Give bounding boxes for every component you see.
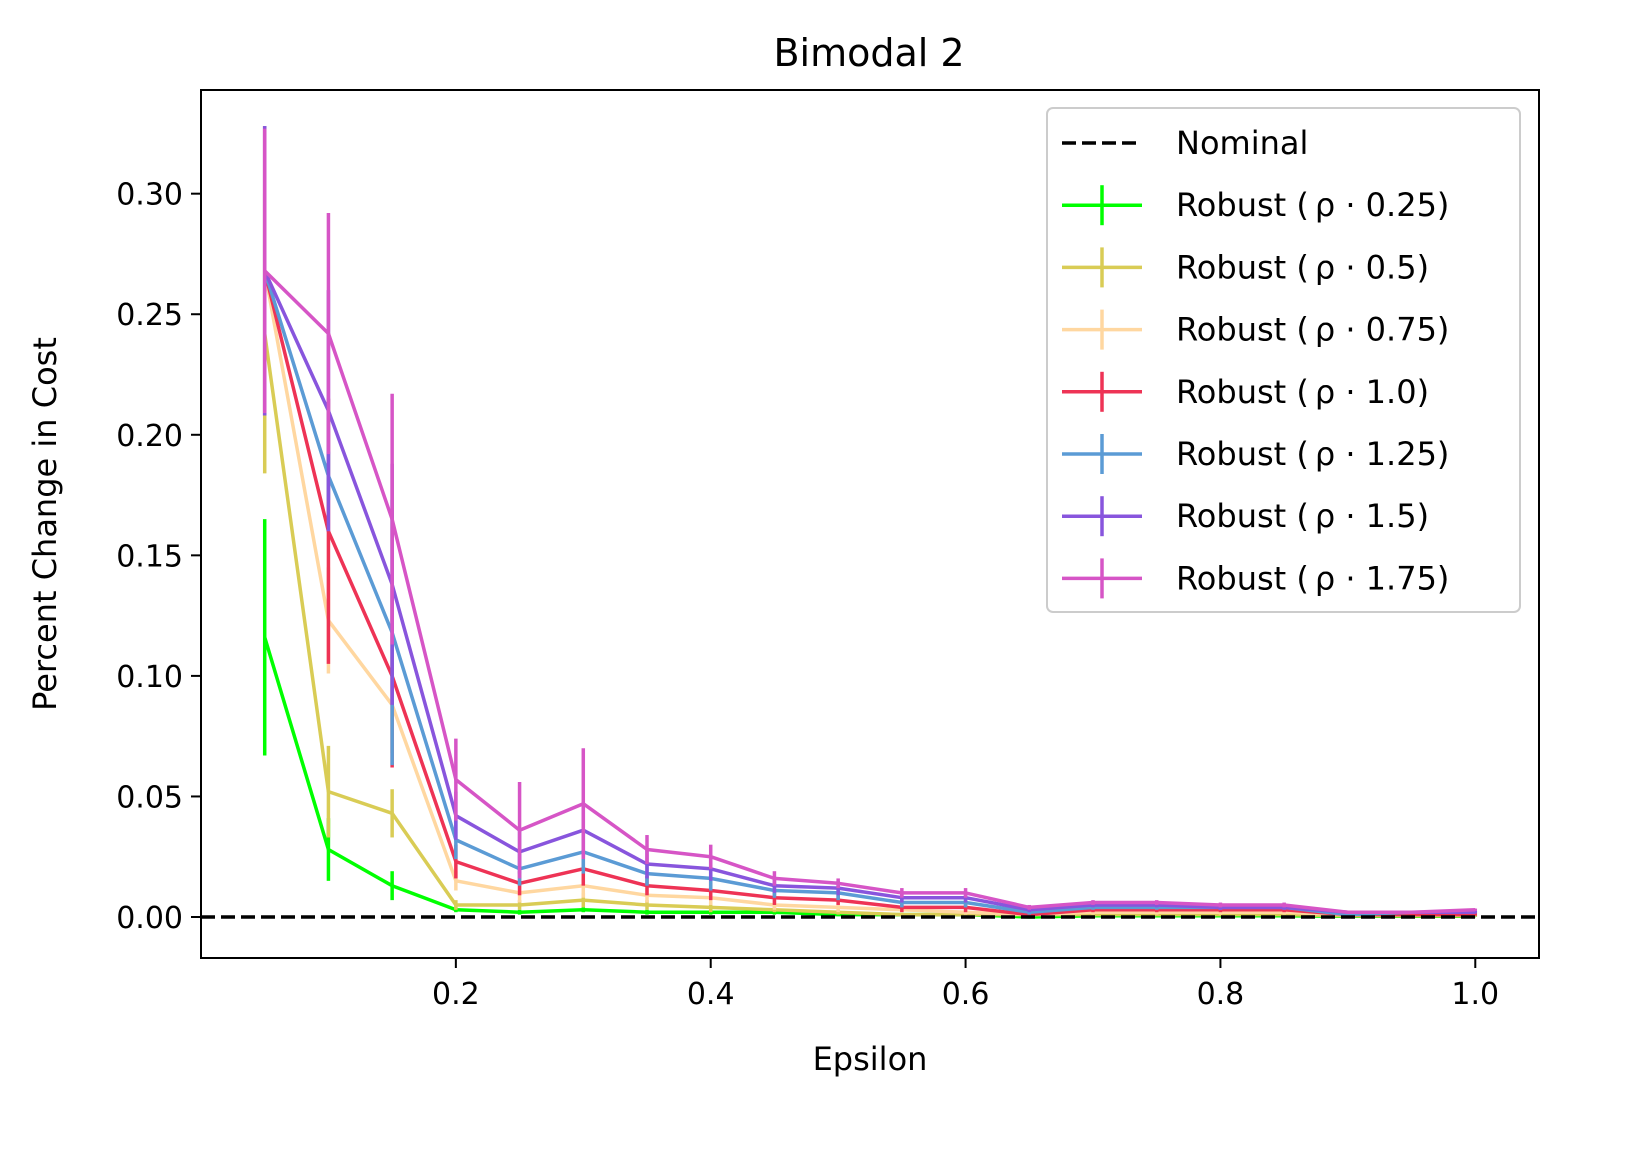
- y-tick-label: 0.15: [116, 539, 183, 574]
- series-line: [263, 270, 1476, 917]
- legend-box: [1046, 107, 1521, 613]
- legend-label: Robust (ρ · 1.0): [1176, 373, 1429, 411]
- x-tick-label: 1.0: [1451, 977, 1499, 1012]
- plot-area: [201, 126, 1539, 919]
- series-line: [262, 333, 1476, 918]
- x-tick-label: 0.8: [1197, 977, 1245, 1012]
- series-line: [262, 270, 1476, 917]
- y-tick-label: 0.10: [116, 660, 183, 695]
- chart-title: Bimodal 2: [773, 31, 964, 75]
- x-tick-label: 0.4: [687, 977, 735, 1012]
- legend-label: Robust (ρ · 1.5): [1176, 497, 1429, 535]
- legend-label: Robust (ρ · 1.25): [1176, 435, 1449, 473]
- legend-label: Robust (ρ · 0.75): [1176, 311, 1449, 349]
- series-7: [262, 128, 1478, 914]
- legend-label: Robust (ρ · 1.75): [1176, 559, 1449, 597]
- x-tick-label: 0.6: [942, 977, 990, 1012]
- y-axis-label: Percent Change in Cost: [26, 337, 64, 711]
- series-line: [263, 269, 1476, 914]
- y-axis: 0.00 0.05 0.10 0.15 0.20 0.25 0.30: [116, 178, 201, 936]
- y-tick-label: 0.30: [116, 178, 183, 213]
- x-axis-label: Epsilon: [813, 1040, 928, 1078]
- legend-label: Robust (ρ · 0.25): [1176, 186, 1449, 224]
- series-line: [263, 270, 1476, 914]
- y-tick-label: 0.00: [116, 901, 183, 936]
- legend-nominal-label: Nominal: [1176, 124, 1308, 162]
- y-tick-label: 0.25: [116, 298, 183, 333]
- x-axis: 0.2 0.4 0.6 0.8 1.0: [432, 958, 1499, 1012]
- plot-frame: [200, 89, 1540, 959]
- legend-label: Robust (ρ · 0.5): [1176, 248, 1429, 286]
- y-tick-label: 0.05: [116, 780, 183, 815]
- x-tick-label: 0.2: [432, 977, 480, 1012]
- y-tick-label: 0.20: [116, 419, 183, 454]
- legend: Nominal Robust (ρ · 0.25) Robust (ρ · 0.5)…: [1046, 107, 1521, 613]
